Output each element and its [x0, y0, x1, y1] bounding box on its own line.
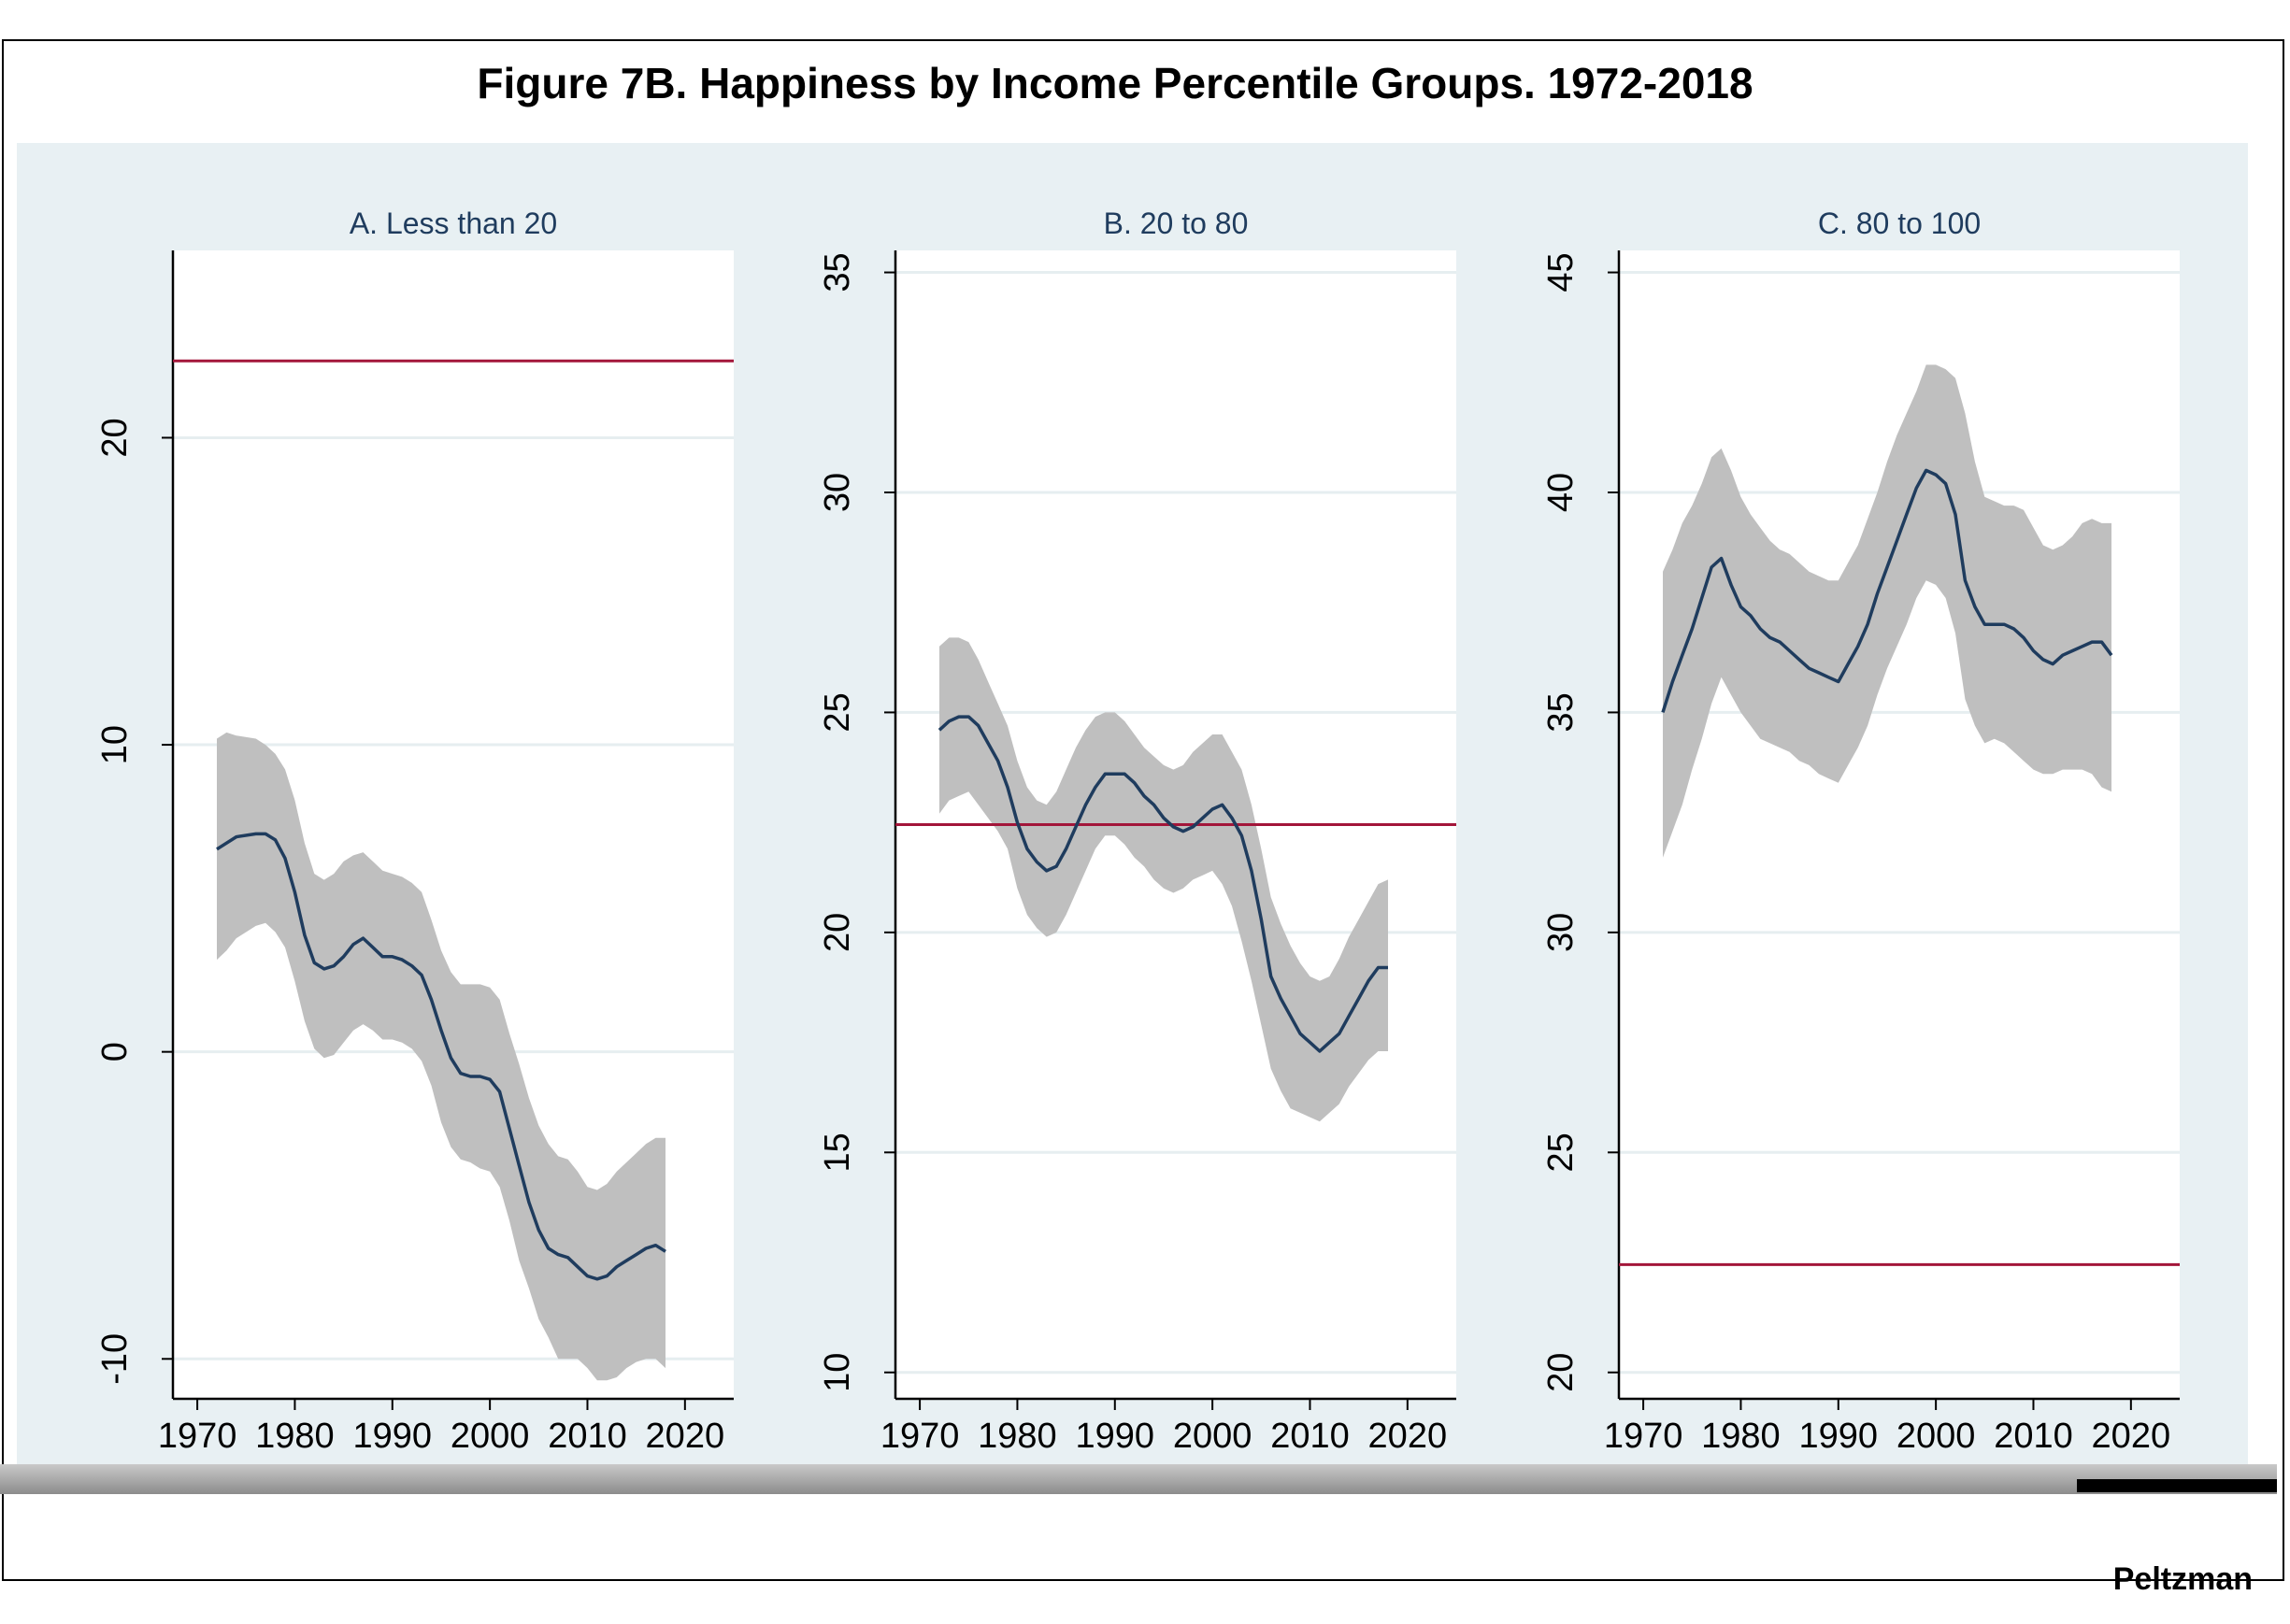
panel-1-xtick-label: 2000: [451, 1417, 530, 1456]
panel-1-ytick-label: 0: [95, 1042, 135, 1061]
panel-3-ytick-label: 35: [1541, 692, 1581, 732]
figure-title: Figure 7B. Happiness by Income Percentil…: [477, 59, 1753, 107]
panel-3-xtick-label: 2020: [2092, 1417, 2171, 1456]
panel-3-xtick-label: 1990: [1799, 1417, 1879, 1456]
panel-1-ytick-label: 20: [95, 418, 135, 457]
panel-3-ytick-label: 30: [1541, 913, 1581, 952]
panel-2-ytick-label: 20: [818, 913, 857, 952]
panel-1-xtick-label: 1980: [255, 1417, 335, 1456]
panel-2-ytick-label: 30: [818, 473, 857, 512]
panel-2-xtick-label: 1990: [1076, 1417, 1155, 1456]
panel-1-xtick-label: 1970: [158, 1417, 237, 1456]
panel-3-estimate-line: [1661, 468, 2113, 713]
panel-3-plot-area: [1619, 250, 2180, 1399]
panel-1-estimate-line: [216, 832, 666, 1281]
panel-1-confidence-band: [217, 732, 666, 1381]
panel-3-ytick-label: 25: [1541, 1133, 1581, 1172]
panel-2-ytick-label: 35: [818, 252, 857, 292]
panel-3-ytick-label: 45: [1541, 252, 1581, 292]
panel-2-xtick-label: 1970: [880, 1417, 960, 1456]
panel-3-xtick-label: 2000: [1896, 1417, 1976, 1456]
panel-2-ytick-label: 25: [818, 692, 857, 732]
scrollbar-strip: [0, 1464, 2277, 1494]
panel-3-xtick-label: 1970: [1604, 1417, 1683, 1456]
panel-3-confidence-band: [1663, 364, 2111, 858]
panel-3-title: C. 80 to 100: [1818, 207, 1981, 240]
panel-2-ytick-label: 15: [818, 1133, 857, 1172]
panel-1-xtick-label: 2020: [646, 1417, 725, 1456]
panel-2-xtick-label: 2010: [1270, 1417, 1350, 1456]
panel-2-estimate-line: [937, 715, 1388, 1053]
panel-1-xtick-label: 1990: [353, 1417, 433, 1456]
panel-2-xtick-label: 1980: [978, 1417, 1057, 1456]
panel-2-title: B. 20 to 80: [1104, 207, 1249, 240]
panel-1-title: A. Less than 20: [350, 207, 557, 240]
panel-3-ytick-label: 40: [1541, 473, 1581, 512]
panel-2-xtick-label: 2020: [1368, 1417, 1448, 1456]
panel-1-xtick-label: 2010: [548, 1417, 627, 1456]
scrollbar-thumb[interactable]: [2077, 1479, 2277, 1492]
panel-2-confidence-band: [939, 637, 1388, 1122]
panel-3-ytick-label: 20: [1541, 1353, 1581, 1392]
panel-1-ytick-label: -10: [95, 1333, 135, 1385]
panel-3-xtick-label: 2010: [1994, 1417, 2073, 1456]
author-label: Peltzman: [2112, 1561, 2253, 1597]
panel-1-ytick-label: 10: [95, 725, 135, 764]
panel-2-xtick-label: 2000: [1173, 1417, 1252, 1456]
panel-2-ytick-label: 10: [818, 1353, 857, 1392]
panel-3-xtick-label: 1980: [1701, 1417, 1781, 1456]
